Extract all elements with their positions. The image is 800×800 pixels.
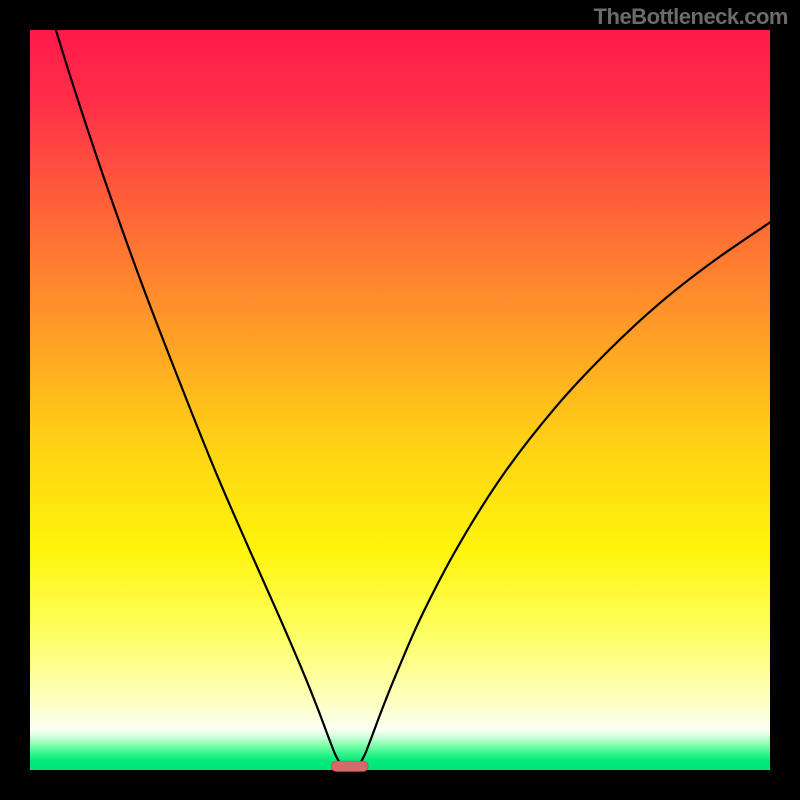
- watermark-text: TheBottleneck.com: [594, 4, 788, 30]
- chart-frame: TheBottleneck.com: [0, 0, 800, 800]
- plot-area: [30, 30, 770, 770]
- optimum-marker: [331, 761, 368, 771]
- bottleneck-chart: [0, 0, 800, 800]
